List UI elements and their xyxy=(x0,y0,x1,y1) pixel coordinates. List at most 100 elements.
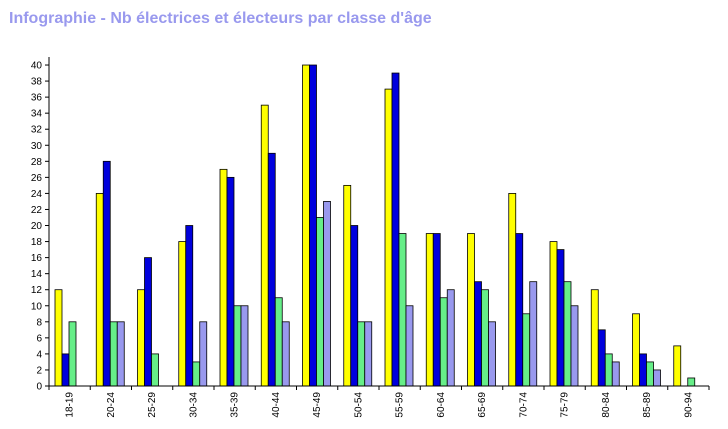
bar xyxy=(219,168,228,387)
bar xyxy=(316,217,324,387)
bar xyxy=(281,321,290,387)
bar xyxy=(68,321,77,387)
x-tick-label: 55-59 xyxy=(395,392,406,418)
y-tick-label: 20 xyxy=(31,221,43,232)
bar xyxy=(391,72,400,387)
bar xyxy=(687,377,696,387)
bar xyxy=(199,321,208,387)
y-tick-label: 14 xyxy=(31,269,43,280)
bar xyxy=(350,225,359,387)
bar xyxy=(646,361,654,387)
y-tick-label: 40 xyxy=(31,61,43,72)
y-tick-label: 28 xyxy=(31,157,43,168)
x-tick-label: 65-69 xyxy=(477,392,488,418)
bar xyxy=(597,329,606,387)
bar xyxy=(563,281,572,387)
bar xyxy=(529,281,538,387)
bar xyxy=(343,184,352,387)
x-tick-label: 85-89 xyxy=(642,392,653,418)
bar xyxy=(653,369,661,387)
bar xyxy=(632,313,640,387)
bar xyxy=(508,193,517,387)
bar xyxy=(233,305,242,387)
x-tick-label: 30-34 xyxy=(188,392,199,418)
bar xyxy=(488,321,496,387)
x-tick-label: 20-24 xyxy=(106,392,117,418)
bar xyxy=(267,152,276,387)
bar xyxy=(481,289,489,387)
x-tick-label: 35-39 xyxy=(230,392,241,418)
y-tick-label: 2 xyxy=(36,365,42,376)
bar xyxy=(570,305,579,387)
bar xyxy=(185,225,194,387)
bar xyxy=(109,321,118,387)
x-tick-label: 40-44 xyxy=(271,392,282,418)
y-tick-label: 4 xyxy=(36,349,42,360)
bar xyxy=(467,233,475,387)
bar xyxy=(357,321,366,387)
bar xyxy=(95,193,104,387)
y-tick-label: 36 xyxy=(31,93,43,104)
x-tick-label: 80-84 xyxy=(601,392,612,418)
y-tick-label: 30 xyxy=(31,141,43,152)
axes xyxy=(48,57,709,387)
x-tick-label: 70-74 xyxy=(518,392,529,418)
bar xyxy=(673,345,682,387)
bar xyxy=(522,313,531,387)
bar xyxy=(323,201,331,387)
bar xyxy=(639,353,647,387)
y-tick-label: 6 xyxy=(36,333,42,344)
y-tick-label: 24 xyxy=(31,189,43,200)
y-tick-label: 22 xyxy=(31,205,43,216)
bar xyxy=(611,361,620,387)
x-tick-label: 45-49 xyxy=(312,392,323,418)
bar xyxy=(137,289,145,387)
bar xyxy=(226,176,235,387)
bar xyxy=(302,64,310,387)
bar xyxy=(102,160,111,387)
x-tick-label: 90-94 xyxy=(683,392,694,418)
bar xyxy=(178,241,187,387)
y-tick-label: 26 xyxy=(31,173,43,184)
bar xyxy=(556,249,565,387)
bar xyxy=(549,241,558,387)
bar xyxy=(439,297,448,387)
bar xyxy=(364,321,373,387)
x-axis-ticks: 18-19 20-24 25-29 30-34 35-39 40-44 45-49 50-54… xyxy=(48,386,710,418)
bar xyxy=(240,305,249,387)
bar xyxy=(384,88,393,387)
bar xyxy=(446,289,455,387)
bar xyxy=(590,289,599,387)
x-tick-label: 18-19 xyxy=(65,392,76,418)
bar xyxy=(54,289,63,387)
y-tick-label: 16 xyxy=(31,253,43,264)
x-tick-label: 75-79 xyxy=(560,392,571,418)
y-tick-label: 10 xyxy=(31,301,43,312)
y-tick-label: 18 xyxy=(31,237,43,248)
bar xyxy=(405,305,414,387)
bars xyxy=(54,64,696,387)
y-tick-label: 38 xyxy=(31,77,43,88)
chart-title: Infographie - Nb électrices et électeurs… xyxy=(9,10,432,27)
bar xyxy=(432,233,441,387)
x-tick-label: 25-29 xyxy=(147,392,158,418)
bar xyxy=(260,104,269,387)
y-tick-label: 12 xyxy=(31,285,43,296)
x-tick-label: 60-64 xyxy=(436,392,447,418)
y-tick-label: 34 xyxy=(31,109,43,120)
bar xyxy=(604,353,613,387)
x-tick-label: 50-54 xyxy=(353,392,364,418)
bar xyxy=(151,353,159,387)
y-tick-label: 0 xyxy=(36,382,42,393)
bar xyxy=(425,233,434,387)
bar xyxy=(474,281,482,387)
bar xyxy=(61,353,70,387)
bar xyxy=(515,233,524,387)
bar xyxy=(144,257,152,387)
bar xyxy=(192,361,201,387)
bar xyxy=(398,233,407,387)
bar xyxy=(309,64,317,387)
y-tick-label: 32 xyxy=(31,125,43,136)
